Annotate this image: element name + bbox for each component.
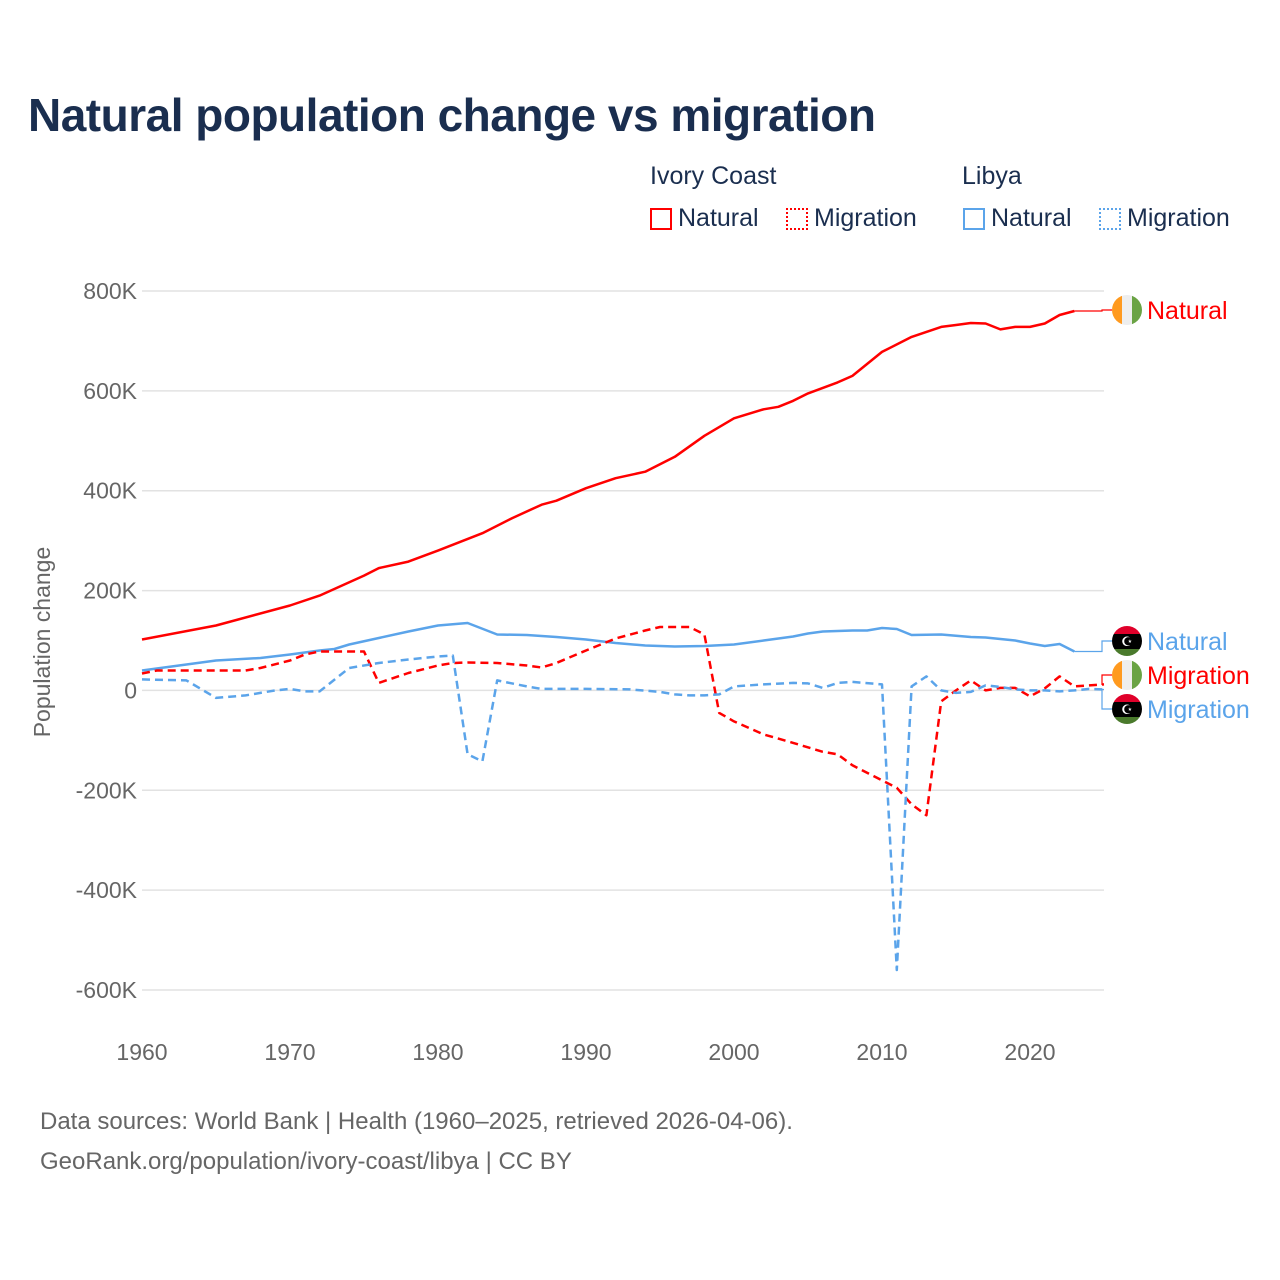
x-tick-label: 1960 — [116, 1039, 167, 1065]
legend-label: Natural — [678, 204, 759, 232]
label-connector — [1101, 674, 1112, 686]
x-tick-label: 1990 — [560, 1039, 611, 1065]
chart-title: Natural population change vs migration — [28, 89, 876, 141]
x-tick-label: 1980 — [412, 1039, 463, 1065]
label-connector — [1101, 688, 1112, 710]
legend-label: Natural — [991, 204, 1072, 232]
x-tick-label: 1970 — [264, 1039, 315, 1065]
legend-group-libya: Libya — [962, 162, 1022, 190]
legend-label: Migration — [1127, 204, 1230, 232]
y-axis-label: Population change — [29, 547, 55, 738]
series-end-label: Migration — [1147, 696, 1250, 724]
series-end-label: Migration — [1147, 662, 1250, 690]
legend-group-ivory-coast: Ivory Coast — [650, 162, 777, 190]
svg-text:☪: ☪ — [1121, 634, 1133, 649]
legend-ivory-migration[interactable]: Migration — [786, 204, 917, 233]
x-tick-label: 2020 — [1004, 1039, 1055, 1065]
legend-ivory-natural[interactable]: Natural — [650, 204, 759, 233]
x-tick-label: 2010 — [856, 1039, 907, 1065]
ivory-coast-flag-icon — [1112, 295, 1142, 325]
y-tick-label: 600K — [83, 378, 137, 404]
y-tick-label: 200K — [83, 578, 137, 604]
y-tick-label: 0 — [124, 677, 137, 703]
y-tick-label: 800K — [83, 278, 137, 304]
series-line-libya-natural — [141, 621, 1075, 672]
libya-flag-icon: ☪ — [1112, 626, 1142, 656]
legend-swatch-dotted-icon — [1099, 207, 1121, 230]
label-connector — [1074, 640, 1112, 653]
x-tick-label: 2000 — [708, 1039, 759, 1065]
ivory-coast-flag-icon — [1112, 660, 1142, 690]
label-connector — [1074, 309, 1112, 312]
legend-swatch-dotted-icon — [786, 207, 808, 230]
y-tick-label: -200K — [76, 777, 138, 803]
source-line: Data sources: World Bank | Health (1960–… — [40, 1108, 793, 1135]
legend-libya-migration[interactable]: Migration — [1099, 204, 1230, 233]
series-end-label: Natural — [1147, 628, 1228, 656]
series-line-ivory-coast-natural — [141, 309, 1075, 641]
source-link[interactable]: GeoRank.org/population/ivory-coast/libya… — [40, 1148, 572, 1175]
legend-libya-natural[interactable]: Natural — [963, 204, 1072, 233]
legend-swatch-solid-icon — [963, 207, 985, 230]
y-tick-label: -400K — [76, 877, 138, 903]
series-line-libya-migration — [141, 654, 1105, 972]
legend-label: Migration — [814, 204, 917, 232]
legend-swatch-solid-icon — [650, 207, 672, 230]
libya-flag-icon: ☪ — [1112, 694, 1142, 724]
y-tick-label: 400K — [83, 478, 137, 504]
series-end-label: Natural — [1147, 297, 1228, 325]
svg-text:☪: ☪ — [1121, 702, 1133, 717]
y-tick-label: -600K — [76, 977, 138, 1003]
